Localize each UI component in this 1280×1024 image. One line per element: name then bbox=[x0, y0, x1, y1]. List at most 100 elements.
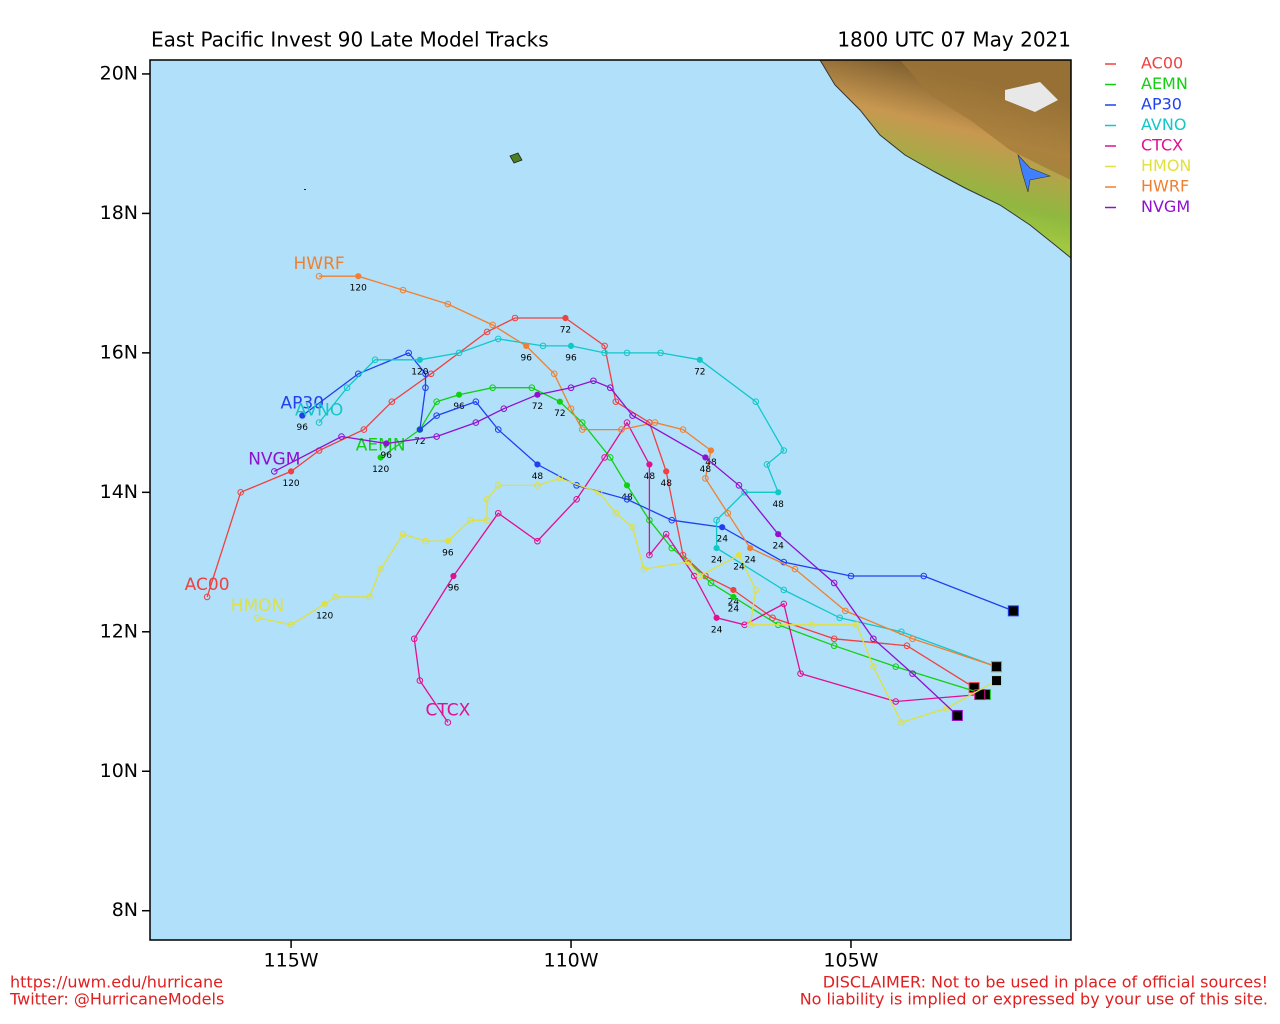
track-point bbox=[539, 342, 547, 350]
track-point bbox=[528, 384, 536, 392]
track-point bbox=[444, 538, 451, 545]
hour-label: 72 bbox=[560, 326, 571, 336]
track-point bbox=[853, 621, 860, 629]
hour-label: 24 bbox=[728, 604, 740, 614]
track-point bbox=[830, 642, 838, 650]
track-point bbox=[651, 419, 659, 426]
track-point bbox=[612, 398, 620, 405]
start-marker bbox=[991, 661, 1003, 673]
track-point bbox=[903, 642, 911, 650]
track-point bbox=[287, 621, 295, 629]
track-point bbox=[741, 489, 748, 496]
track-point bbox=[483, 496, 491, 503]
track-point bbox=[836, 614, 844, 622]
hour-label: 96 bbox=[448, 584, 460, 594]
track-point bbox=[534, 391, 541, 398]
legend-label: AEMN bbox=[1141, 74, 1188, 93]
track-point bbox=[724, 509, 732, 517]
track-point bbox=[746, 621, 754, 629]
track-point bbox=[870, 635, 877, 643]
track-line bbox=[257, 477, 997, 724]
hour-label: 48 bbox=[660, 479, 672, 489]
track-point bbox=[735, 482, 743, 489]
start-marker bbox=[991, 675, 1003, 687]
track-name-label: HMON bbox=[231, 596, 285, 616]
ocean bbox=[150, 60, 1071, 940]
track-point bbox=[646, 461, 653, 468]
track-point bbox=[299, 412, 306, 419]
track-point bbox=[534, 461, 541, 468]
track-point bbox=[489, 321, 496, 329]
track-point bbox=[237, 489, 245, 496]
track-point bbox=[550, 370, 558, 378]
track-point bbox=[713, 545, 720, 552]
track-point bbox=[892, 663, 900, 670]
track-point bbox=[483, 516, 491, 524]
y-tick-label: 20N bbox=[100, 62, 138, 84]
track-point bbox=[590, 377, 597, 385]
y-tick-label: 14N bbox=[100, 481, 138, 503]
track-point bbox=[494, 426, 502, 433]
track-point bbox=[702, 454, 709, 461]
track-point bbox=[702, 475, 709, 482]
y-tick-label: 16N bbox=[100, 341, 138, 363]
track-point bbox=[573, 496, 580, 503]
hour-label: 96 bbox=[381, 451, 393, 461]
track-point bbox=[623, 482, 631, 489]
track-point bbox=[892, 698, 900, 705]
track-point bbox=[601, 342, 608, 350]
track-point bbox=[410, 635, 418, 643]
track-point bbox=[388, 398, 396, 405]
track-point bbox=[870, 663, 877, 670]
plot-frame bbox=[149, 59, 1072, 941]
track-point bbox=[455, 349, 463, 357]
track-point bbox=[595, 489, 603, 496]
hour-label: 24 bbox=[728, 597, 740, 607]
track-point bbox=[730, 586, 737, 594]
track-point bbox=[713, 614, 720, 621]
track-point bbox=[562, 314, 569, 322]
track-point bbox=[618, 426, 625, 433]
land bbox=[304, 60, 1071, 259]
track-point bbox=[707, 579, 715, 587]
y-tick-label: 18N bbox=[100, 202, 138, 224]
track-name-label: AP30 bbox=[281, 394, 325, 414]
track-point bbox=[623, 419, 631, 426]
track-point bbox=[444, 719, 452, 726]
track-point bbox=[399, 530, 407, 538]
hour-label: 24 bbox=[772, 542, 784, 552]
tracks: 244872120AC0024487296120AEMN24487296AP30… bbox=[185, 254, 1019, 726]
track-point bbox=[483, 328, 491, 336]
legend-label: AP30 bbox=[1141, 95, 1182, 114]
hour-label: 96 bbox=[297, 423, 309, 433]
track-point bbox=[791, 565, 799, 573]
track-point bbox=[343, 384, 351, 392]
track-point bbox=[612, 509, 620, 517]
track-point bbox=[657, 349, 664, 357]
track-point bbox=[422, 370, 429, 378]
track-point bbox=[730, 593, 737, 601]
track-point bbox=[472, 398, 480, 405]
track-point bbox=[360, 426, 368, 433]
track-point bbox=[270, 468, 278, 475]
track-point bbox=[315, 272, 323, 280]
track-point bbox=[355, 273, 362, 280]
track-point bbox=[444, 300, 452, 308]
track-point bbox=[578, 419, 586, 426]
track-point bbox=[534, 482, 541, 489]
hour-label: 24 bbox=[711, 556, 723, 566]
x-tick-label: 115W bbox=[264, 950, 319, 972]
hour-label: 48 bbox=[621, 493, 633, 503]
track-line bbox=[274, 380, 958, 716]
track-point bbox=[494, 335, 502, 343]
y-tick-label: 8N bbox=[112, 899, 138, 921]
track-point bbox=[416, 677, 424, 684]
track-point bbox=[472, 419, 480, 426]
track-point bbox=[735, 551, 743, 559]
track-point bbox=[797, 670, 804, 677]
hour-label: 72 bbox=[532, 402, 543, 412]
track-point bbox=[668, 516, 676, 524]
track-line bbox=[206, 317, 975, 689]
track-point bbox=[623, 349, 631, 357]
start-marker bbox=[951, 709, 963, 721]
